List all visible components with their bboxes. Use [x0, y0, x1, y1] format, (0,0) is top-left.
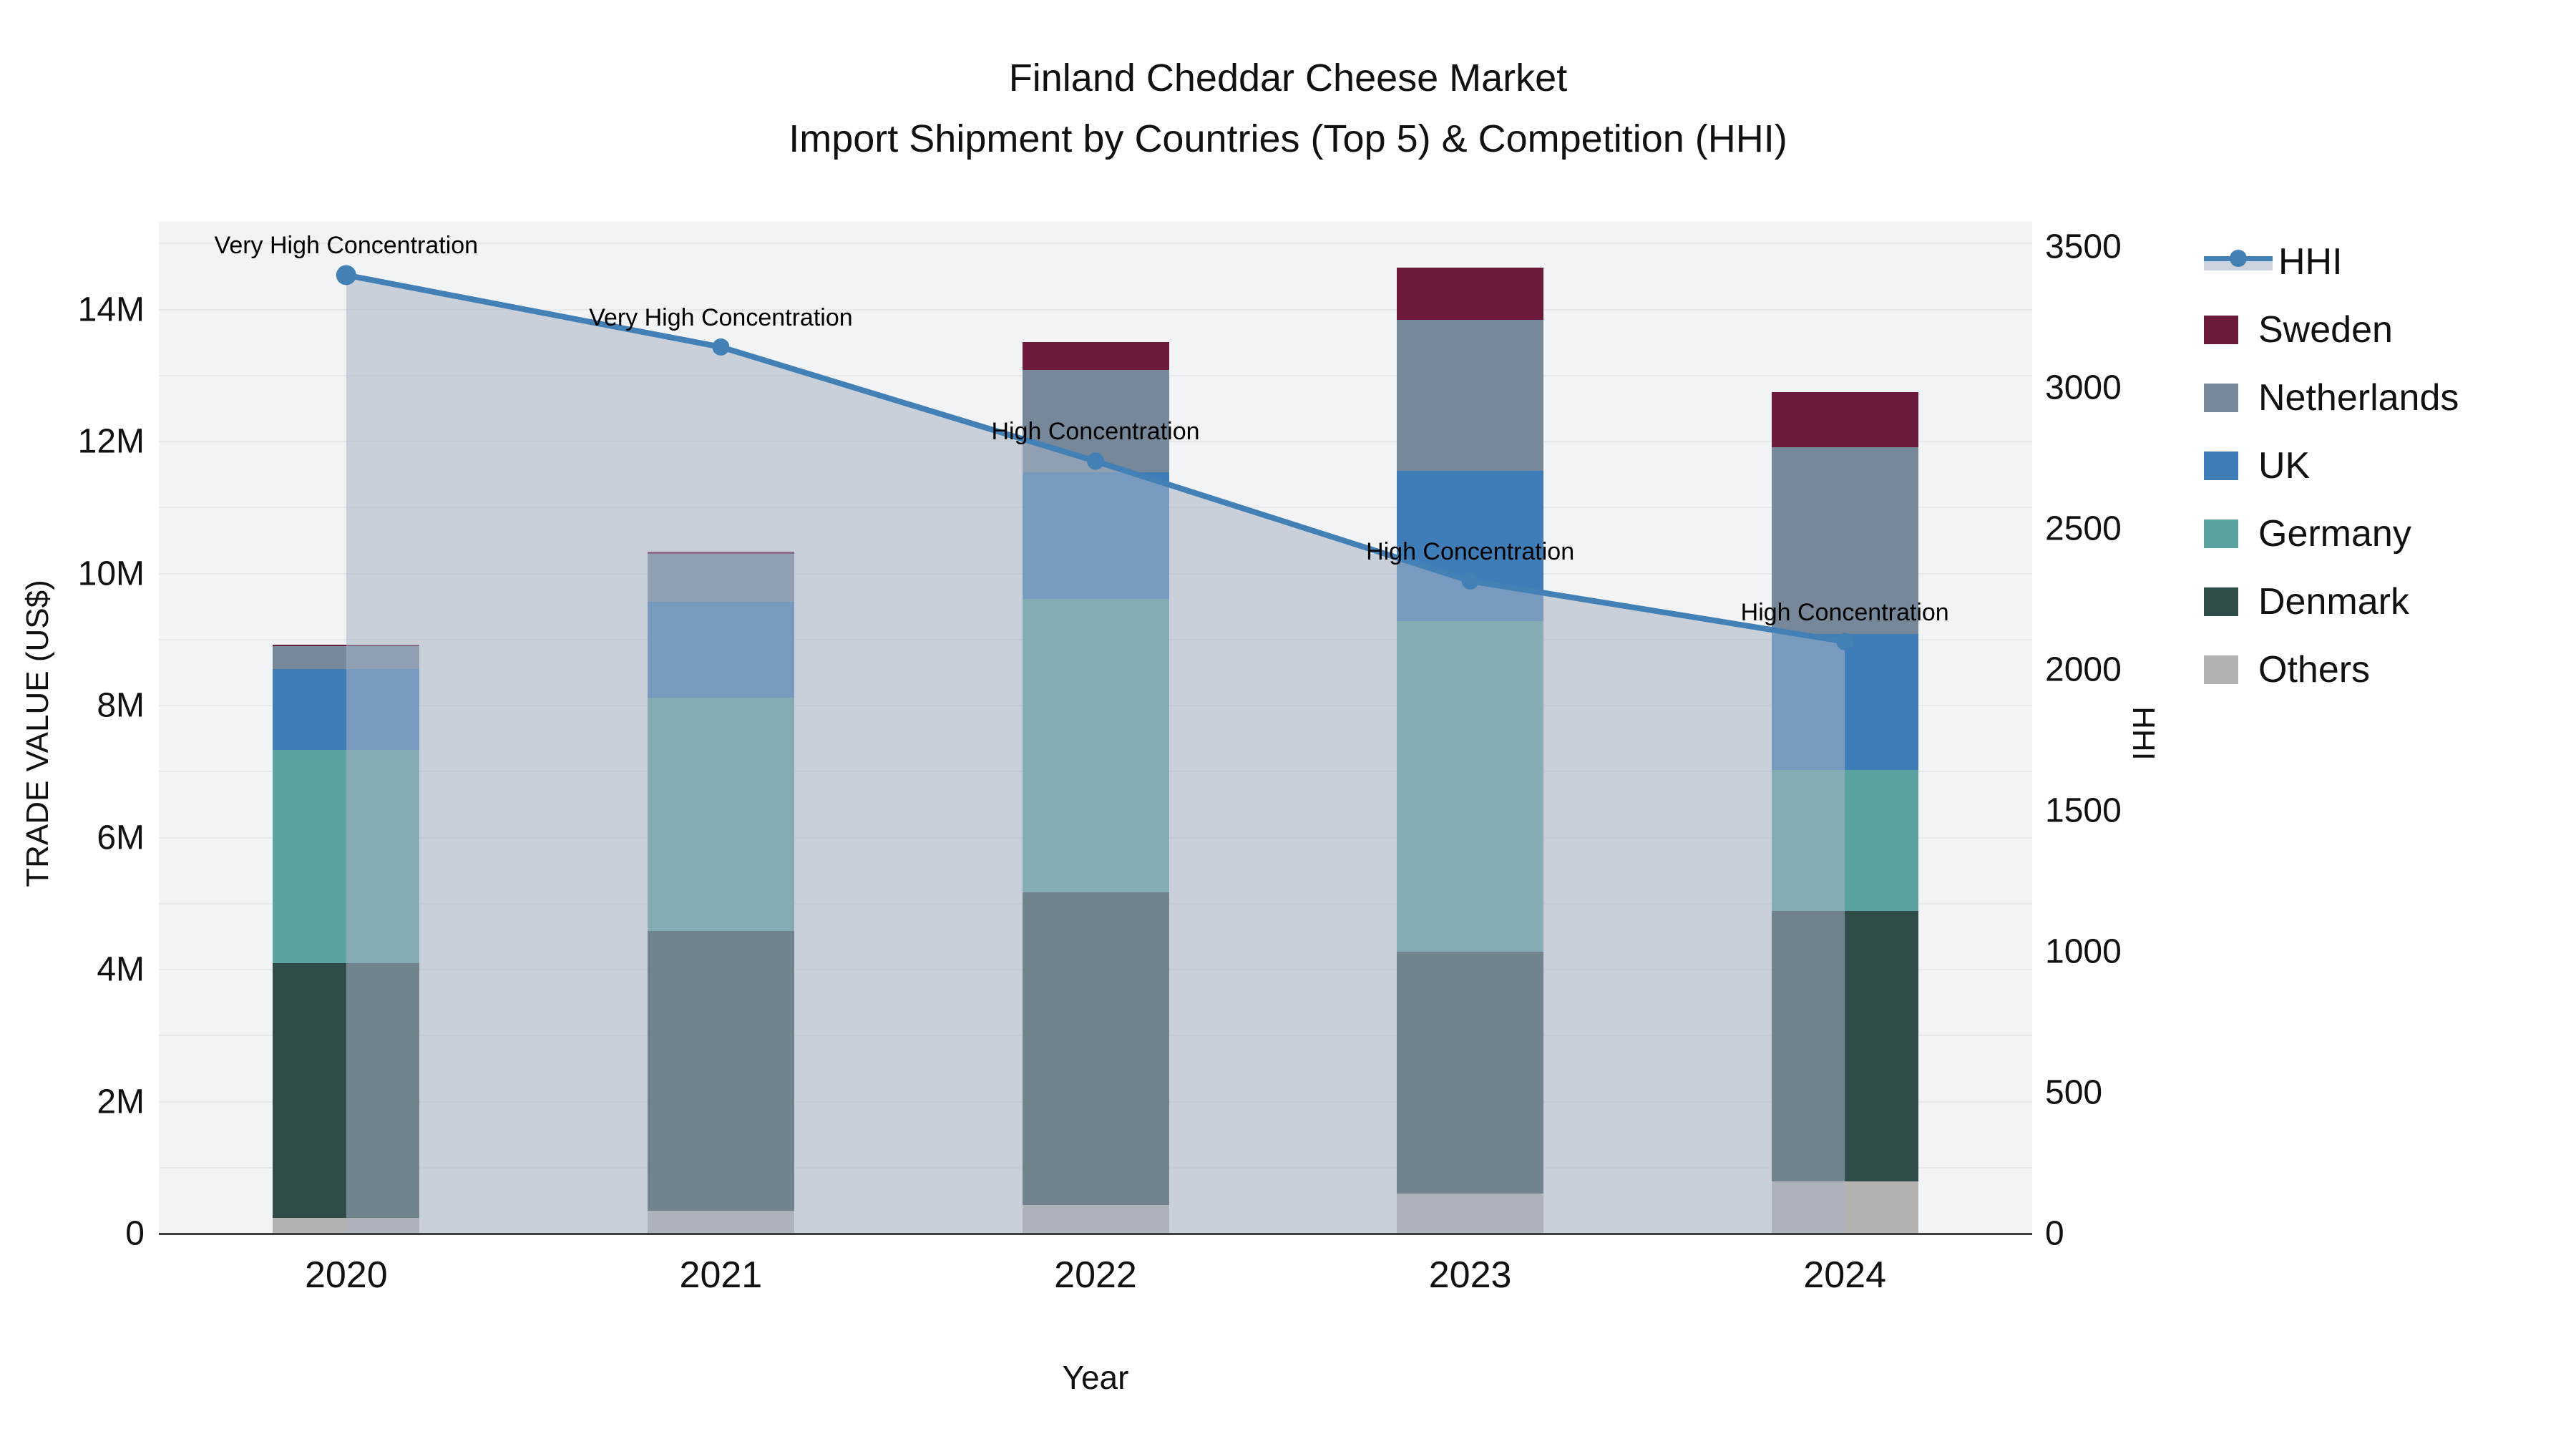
x-tick-2024: 2024: [1803, 1254, 1887, 1296]
bar-segment-netherlands-2023[interactable]: [1397, 319, 1544, 471]
legend: HHI Sweden Netherlands UK Germany Denmark Othe…: [2204, 228, 2459, 703]
y-right-tick-1500: 1500: [2045, 791, 2122, 830]
y-left-tick-14M: 14M: [77, 291, 145, 329]
annotation-2022: High Concentration: [991, 418, 1200, 446]
y-right-tick-3500: 3500: [2045, 228, 2122, 266]
bar-segment-netherlands-2021[interactable]: [647, 553, 794, 602]
y-left-tick-12M: 12M: [77, 422, 145, 461]
legend-label: UK: [2258, 444, 2311, 487]
legend-label: Others: [2258, 648, 2371, 691]
y-left-tick-2M: 2M: [97, 1083, 145, 1121]
bar-segment-sweden-2023[interactable]: [1397, 267, 1544, 320]
bar-segment-germany-2024[interactable]: [1771, 770, 1918, 911]
bar-segment-germany-2021[interactable]: [647, 698, 794, 931]
x-tick-2020: 2020: [304, 1254, 388, 1296]
legend-label: Germany: [2258, 512, 2411, 555]
gridline: [159, 243, 2032, 245]
bar-segment-denmark-2024[interactable]: [1771, 910, 1918, 1182]
y-axis-right-title: HHI: [2126, 706, 2161, 761]
y-right-tick-500: 500: [2045, 1073, 2103, 1112]
legend-item-others[interactable]: Others: [2204, 635, 2459, 703]
bar-segment-germany-2020[interactable]: [273, 749, 420, 963]
bar-segment-sweden-2024[interactable]: [1771, 391, 1918, 448]
y-left-tick-4M: 4M: [97, 950, 145, 989]
y-right-tick-2500: 2500: [2045, 509, 2122, 548]
bar-segment-sweden-2021[interactable]: [647, 552, 794, 554]
x-axis-title: Year: [1062, 1359, 1129, 1396]
legend-item-netherlands[interactable]: Netherlands: [2204, 364, 2459, 431]
annotation-2021: Very High Concentration: [589, 303, 853, 331]
legend-item-germany[interactable]: Germany: [2204, 499, 2459, 567]
bar-segment-uk-2022[interactable]: [1022, 472, 1169, 599]
bar-segment-denmark-2023[interactable]: [1397, 952, 1544, 1194]
y-left-tick-6M: 6M: [97, 819, 145, 857]
legend-label: HHI: [2278, 240, 2343, 283]
y-left-tick-8M: 8M: [97, 686, 145, 725]
bar-segment-others-2023[interactable]: [1397, 1193, 1544, 1234]
y-axis-left-title: TRADE VALUE (US$): [20, 580, 55, 887]
legend-label: Sweden: [2258, 308, 2393, 351]
x-tick-2021: 2021: [679, 1254, 763, 1296]
legend-item-sweden[interactable]: Sweden: [2204, 296, 2459, 364]
bar-segment-uk-2024[interactable]: [1771, 634, 1918, 771]
legend-swatch-icon: [2204, 315, 2238, 344]
y-right-tick-1000: 1000: [2045, 932, 2122, 971]
bar-segment-others-2020[interactable]: [273, 1217, 420, 1234]
bar-segment-denmark-2020[interactable]: [273, 962, 420, 1218]
y-right-tick-3000: 3000: [2045, 369, 2122, 407]
bar-segment-germany-2023[interactable]: [1397, 621, 1544, 952]
legend-swatch-icon: [2204, 383, 2238, 412]
annotation-2020: Very High Concentration: [214, 232, 479, 260]
hhi-legend-sample-icon: [2204, 248, 2273, 276]
bar-segment-denmark-2021[interactable]: [647, 930, 794, 1211]
legend-swatch-icon: [2204, 587, 2238, 616]
bar-segment-others-2024[interactable]: [1771, 1181, 1918, 1234]
bar-segment-germany-2022[interactable]: [1022, 598, 1169, 893]
annotation-2024: High Concentration: [1740, 598, 1949, 626]
legend-swatch-icon: [2204, 519, 2238, 548]
bar-segment-sweden-2020[interactable]: [273, 645, 420, 647]
legend-swatch-icon: [2204, 451, 2238, 480]
y-left-tick-10M: 10M: [77, 555, 145, 593]
x-tick-2023: 2023: [1428, 1254, 1512, 1296]
annotation-2023: High Concentration: [1366, 537, 1575, 565]
legend-item-denmark[interactable]: Denmark: [2204, 567, 2459, 635]
gridline: [159, 308, 2032, 311]
legend-label: Netherlands: [2258, 376, 2459, 419]
legend-swatch-icon: [2204, 655, 2238, 684]
chart-subtitle: Import Shipment by Countries (Top 5) & C…: [789, 117, 1787, 160]
bar-segment-others-2021[interactable]: [647, 1210, 794, 1234]
chart-title: Finland Cheddar Cheese Market: [1008, 57, 1568, 99]
y-right-tick-2000: 2000: [2045, 650, 2122, 689]
bar-segment-netherlands-2020[interactable]: [273, 646, 420, 670]
y-right-tick-0: 0: [2045, 1214, 2064, 1253]
x-tick-2022: 2022: [1054, 1254, 1137, 1296]
legend-item-hhi[interactable]: HHI: [2204, 228, 2459, 296]
bar-segment-others-2022[interactable]: [1022, 1205, 1169, 1234]
legend-item-uk[interactable]: UK: [2204, 431, 2459, 499]
bar-segment-uk-2020[interactable]: [273, 669, 420, 750]
y-left-tick-0: 0: [125, 1214, 145, 1253]
bar-segment-denmark-2022[interactable]: [1022, 892, 1169, 1206]
legend-label: Denmark: [2258, 580, 2409, 623]
x-axis-line: [159, 1233, 2032, 1235]
bar-segment-sweden-2022[interactable]: [1022, 341, 1169, 370]
bar-segment-uk-2021[interactable]: [647, 602, 794, 698]
